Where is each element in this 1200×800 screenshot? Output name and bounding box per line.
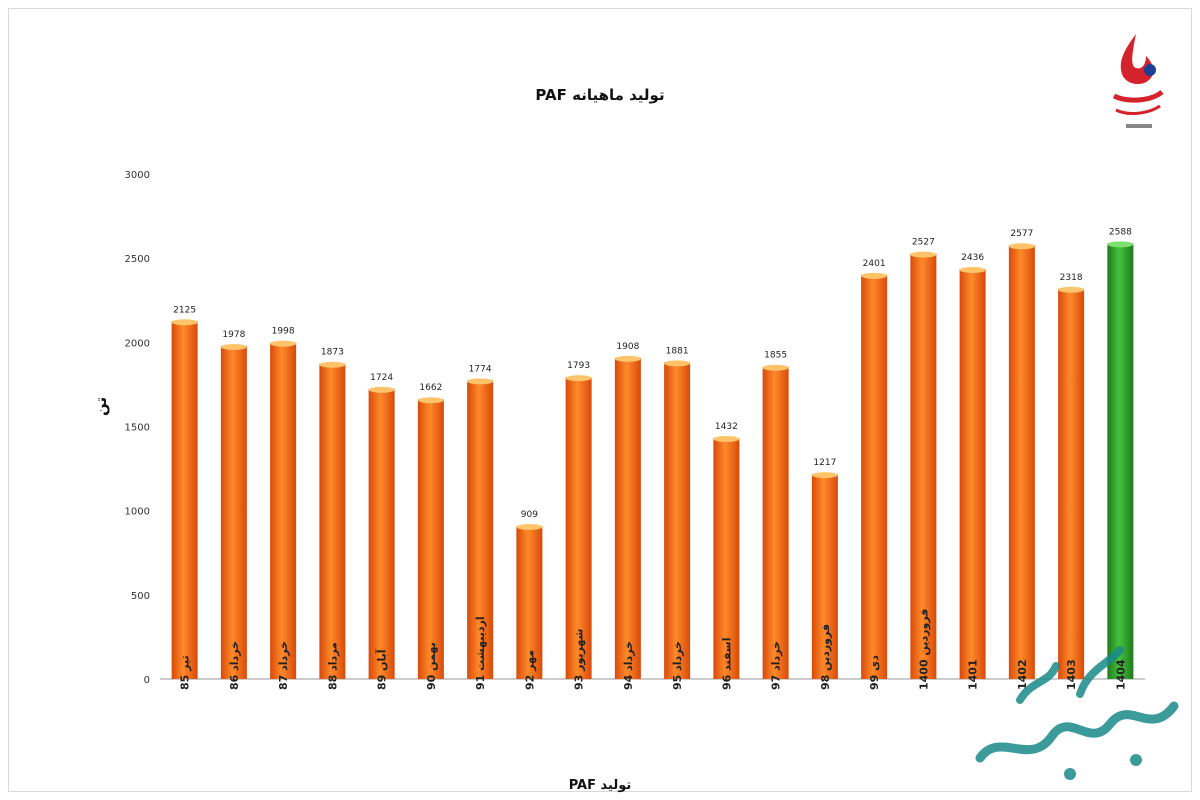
y-tick-label: 2500 [125, 254, 150, 265]
bar-cap [467, 378, 494, 385]
bar [565, 377, 592, 679]
x-axis-label: تولید PAF [568, 778, 632, 793]
bar-cap [1008, 243, 1035, 250]
data-label: 1432 [715, 422, 738, 432]
chart-frame [8, 8, 1192, 792]
bar-cap [565, 375, 592, 382]
bar-cap [614, 355, 641, 362]
x-tick-label: فروردین 1400 [917, 609, 930, 690]
x-tick-label: خرداد 94 [622, 641, 635, 690]
y-tick-label: 2000 [125, 338, 150, 349]
bar-cap [368, 386, 395, 393]
bar [270, 342, 297, 679]
bar [910, 253, 937, 679]
data-label: 2401 [863, 259, 886, 269]
x-tick-label: شهریور 93 [573, 629, 586, 690]
bar-cap [713, 435, 740, 442]
bar [368, 388, 395, 679]
x-tick-label: اردیبهشت 91 [474, 616, 487, 690]
bar [1107, 243, 1134, 679]
data-label: 1978 [222, 330, 245, 340]
data-label: 1662 [419, 383, 442, 393]
data-label: 2318 [1060, 273, 1083, 283]
x-tick-label: تیر 85 [179, 655, 192, 690]
bar-cap [319, 361, 346, 368]
x-tick-label: اسفند 96 [720, 638, 733, 691]
calligraphy-watermark-icon [975, 646, 1179, 780]
x-tick-label: 1404 [1114, 659, 1127, 690]
x-tick-label: خرداد 86 [228, 641, 241, 690]
data-label: 1908 [616, 342, 639, 352]
data-label: 1855 [764, 351, 787, 361]
data-label: 1793 [567, 361, 590, 371]
x-tick-label: آبان 89 [375, 649, 389, 690]
data-label: 1873 [321, 348, 344, 358]
y-tick-label: 1000 [125, 507, 150, 518]
bar-cap [861, 272, 888, 279]
data-label: 1217 [813, 458, 836, 468]
x-tick-label: مرداد 88 [326, 642, 339, 690]
data-label: 2436 [961, 253, 984, 263]
x-tick-label: بهمن 90 [425, 642, 438, 690]
bar [959, 268, 986, 679]
bar-cap [910, 251, 937, 258]
x-tick-label: خرداد 87 [277, 641, 290, 690]
bar [171, 321, 198, 679]
bar-cap [270, 340, 297, 347]
data-label: 2125 [173, 305, 196, 315]
bar [713, 437, 740, 679]
data-label: 1881 [666, 346, 689, 356]
data-label: 2577 [1010, 229, 1033, 239]
data-label: 909 [521, 510, 538, 520]
x-tick-label: دی 99 [868, 655, 881, 690]
x-tick-label: 1401 [967, 659, 980, 690]
bar [664, 362, 691, 679]
bar-cap [959, 266, 986, 273]
bar [811, 474, 838, 679]
data-label: 1998 [272, 327, 295, 337]
data-label: 1724 [370, 373, 393, 383]
y-tick-label: 1500 [125, 423, 150, 434]
bar-cap [516, 523, 543, 530]
x-tick-label: فروردین 98 [819, 624, 832, 690]
y-tick-label: 500 [131, 591, 150, 602]
bar-cap [417, 397, 444, 404]
y-tick-label: 3000 [125, 170, 150, 181]
bar [762, 366, 789, 679]
bar-cap [1058, 286, 1085, 293]
x-tick-label: مهر 92 [523, 650, 536, 690]
x-tick-label: خرداد 95 [671, 641, 684, 690]
bar [614, 357, 641, 679]
x-tick-label: 1403 [1065, 659, 1078, 690]
bar [516, 525, 543, 679]
bar [467, 380, 494, 679]
bar-cap [811, 472, 838, 479]
bar-cap [664, 360, 691, 367]
x-tick-label: 1402 [1016, 659, 1029, 690]
x-tick-label: خرداد 97 [770, 641, 783, 690]
data-label: 2588 [1109, 227, 1132, 237]
bar [1058, 288, 1085, 679]
bar-cap [762, 364, 789, 371]
data-label: 1774 [469, 364, 492, 374]
bar [319, 363, 346, 679]
data-label: 2527 [912, 238, 935, 248]
chart-title: تولید ماهیانه PAF [535, 86, 665, 104]
bar [1008, 245, 1035, 679]
bar-cap [220, 344, 247, 351]
bar [417, 399, 444, 679]
refinery-flame-logo-icon [1112, 34, 1164, 128]
y-tick-label: 0 [144, 675, 150, 686]
bar [861, 274, 888, 679]
bar-cap [171, 319, 198, 326]
bar [220, 346, 247, 679]
bar-cap [1107, 241, 1134, 248]
